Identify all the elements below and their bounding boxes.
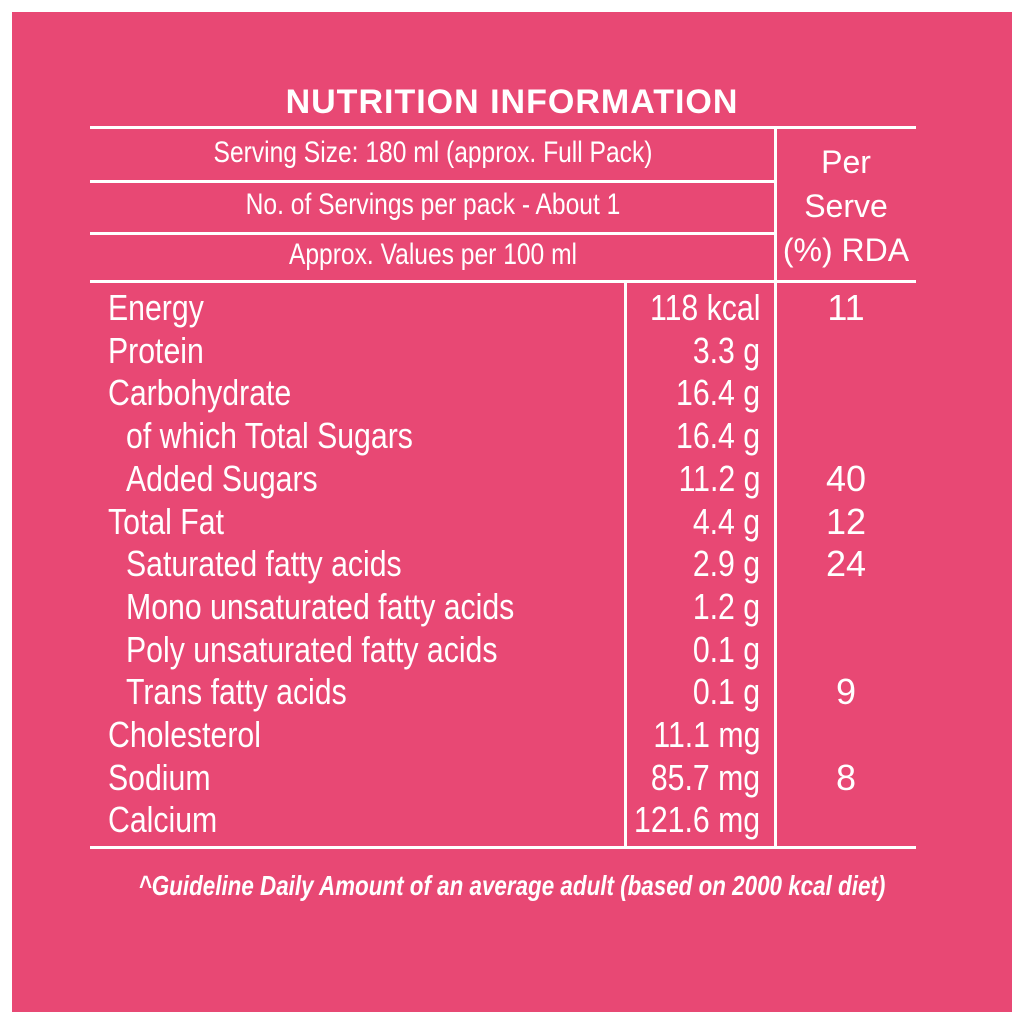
nutrient-value: 121.6 mg: [633, 799, 760, 841]
table-bottom-rule: [90, 846, 916, 849]
nutrient-rda: [778, 586, 914, 628]
table-row: Added Sugars 11.2 g 40: [0, 458, 1024, 500]
nutrient-rda: [778, 372, 914, 414]
nutrient-name: Protein: [108, 329, 204, 371]
nutrient-name: Mono unsaturated fatty acids: [126, 585, 515, 627]
table-top-rule: [90, 126, 916, 129]
nutrient-name: Calcium: [108, 799, 218, 841]
nutrient-name: Total Fat: [108, 500, 224, 542]
nutrient-name: Energy: [108, 287, 204, 328]
nutrient-value: 0.1 g: [692, 628, 760, 670]
footnote: ^Guideline Daily Amount of an average ad…: [138, 870, 886, 901]
nutrient-rda: 11: [827, 287, 865, 328]
nutrient-name: Carbohydrate: [108, 372, 292, 414]
nutrient-value: 1.2 g: [692, 585, 760, 627]
nutrition-title: NUTRITION INFORMATION: [285, 83, 739, 121]
header-bottom-rule: [90, 280, 916, 283]
nutrient-name: Cholesterol: [108, 714, 261, 755]
nutrient-value: 0.1 g: [692, 671, 760, 713]
nutrient-rda: [778, 714, 914, 756]
rda-header: Per Serve (%) RDA: [782, 144, 910, 268]
values-basis: Approx. Values per 100 ml: [288, 238, 578, 271]
table-row: Carbohydrate 16.4 g: [0, 372, 1024, 414]
table-row: Saturated fatty acids 2.9 g 24: [0, 543, 1024, 585]
table-row: Mono unsaturated fatty acids 1.2 g: [0, 586, 1024, 628]
nutrient-name: Sodium: [108, 756, 211, 798]
label-panel: [12, 12, 1012, 1012]
table-row: Cholesterol 11.1 mg: [0, 714, 1024, 756]
nutrient-name: of which Total Sugars: [126, 415, 413, 457]
nutrient-value: 85.7 mg: [650, 756, 760, 798]
servings-per-pack: No. of Servings per pack - About 1: [245, 188, 621, 221]
nutrient-rda: 24: [825, 543, 867, 585]
nutrient-value: 16.4 g: [675, 372, 760, 414]
nutrient-rda: 8: [835, 756, 857, 798]
table-row: of which Total Sugars 16.4 g: [0, 415, 1024, 457]
table-row: Trans fatty acids 0.1 g 9: [0, 671, 1024, 713]
nutrient-name: Added Sugars: [126, 457, 318, 499]
table-row: Total Fat 4.4 g 12: [0, 501, 1024, 543]
serving-size: Serving Size: 180 ml (approx. Full Pack): [213, 136, 653, 169]
nutrient-rda: 9: [835, 671, 857, 713]
table-row: Sodium 85.7 mg 8: [0, 757, 1024, 799]
header-divider-1: [90, 180, 776, 183]
rda-column-divider: [774, 126, 777, 846]
nutrient-value: 2.9 g: [692, 543, 760, 585]
value-column-left-divider: [624, 280, 627, 846]
nutrient-value: 118 kcal: [649, 287, 760, 328]
table-row: Energy 118 kcal 11: [0, 287, 1024, 329]
table-row: Protein 3.3 g: [0, 330, 1024, 372]
nutrient-value: 4.4 g: [692, 500, 760, 542]
nutrient-name: Saturated fatty acids: [126, 543, 402, 585]
table-row: Poly unsaturated fatty acids 0.1 g: [0, 629, 1024, 671]
header-divider-2: [90, 232, 776, 235]
nutrient-rda: [778, 330, 914, 372]
nutrient-rda: 40: [825, 457, 867, 499]
nutrient-rda: [778, 799, 914, 841]
nutrient-rda: [778, 629, 914, 671]
nutrient-value: 11.1 mg: [652, 714, 760, 755]
nutrient-name: Poly unsaturated fatty acids: [126, 628, 498, 670]
nutrient-name: Trans fatty acids: [126, 671, 347, 713]
nutrient-value: 16.4 g: [675, 415, 760, 457]
nutrient-rda: [778, 415, 914, 457]
table-row: Calcium 121.6 mg: [0, 799, 1024, 841]
nutrient-rda: 12: [825, 500, 867, 542]
nutrient-value: 3.3 g: [692, 329, 760, 371]
nutrient-value: 11.2 g: [678, 457, 760, 499]
